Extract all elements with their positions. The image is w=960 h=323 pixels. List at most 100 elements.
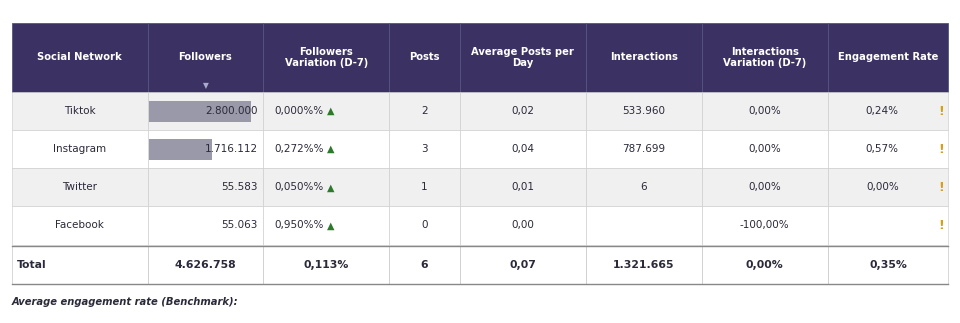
- Text: ▲: ▲: [327, 144, 335, 154]
- Bar: [702, 206, 828, 245]
- Text: Average engagement rate (Benchmark):: Average engagement rate (Benchmark):: [12, 297, 238, 307]
- Text: Interactions
Variation (D-7): Interactions Variation (D-7): [723, 47, 806, 68]
- Text: 2: 2: [421, 106, 428, 116]
- Text: 6: 6: [640, 182, 647, 192]
- Text: 0,00%: 0,00%: [746, 260, 783, 270]
- Text: 0,02: 0,02: [512, 106, 535, 116]
- Text: 55.583: 55.583: [221, 182, 257, 192]
- Bar: [12, 206, 148, 245]
- Bar: [390, 130, 460, 168]
- Text: 2.800.000: 2.800.000: [205, 106, 257, 116]
- Text: 4.626.758: 4.626.758: [175, 260, 236, 270]
- Bar: [12, 246, 148, 284]
- Text: !: !: [938, 105, 944, 118]
- Bar: [150, 139, 212, 160]
- Bar: [586, 23, 702, 92]
- Bar: [460, 23, 586, 92]
- Bar: [263, 23, 390, 92]
- Bar: [702, 168, 828, 206]
- Text: 0,00%: 0,00%: [748, 106, 781, 116]
- Text: 0,050%%: 0,050%%: [275, 182, 324, 192]
- Text: Interactions: Interactions: [610, 52, 678, 62]
- Bar: [702, 246, 828, 284]
- Bar: [150, 101, 252, 121]
- Bar: [828, 130, 948, 168]
- Text: Followers: Followers: [179, 52, 232, 62]
- Text: ▲: ▲: [327, 182, 335, 192]
- Text: ▲: ▲: [327, 106, 335, 116]
- Text: 0,00%: 0,00%: [748, 182, 781, 192]
- Text: 0,00: 0,00: [512, 221, 535, 230]
- Bar: [702, 92, 828, 130]
- Text: 0,57%: 0,57%: [866, 144, 899, 154]
- Bar: [148, 92, 263, 130]
- Bar: [148, 246, 263, 284]
- Text: 3: 3: [421, 144, 428, 154]
- Text: ▼: ▼: [203, 81, 208, 89]
- Bar: [828, 206, 948, 245]
- Text: 0,07: 0,07: [510, 260, 537, 270]
- Bar: [390, 246, 460, 284]
- Text: Twitter: Twitter: [62, 182, 97, 192]
- Bar: [460, 246, 586, 284]
- Bar: [12, 130, 148, 168]
- Text: Instagram: Instagram: [53, 144, 107, 154]
- Text: 1: 1: [421, 182, 428, 192]
- Bar: [586, 168, 702, 206]
- Bar: [390, 23, 460, 92]
- Bar: [148, 168, 263, 206]
- Bar: [460, 92, 586, 130]
- Text: Total: Total: [17, 260, 47, 270]
- Bar: [12, 23, 148, 92]
- Text: 0: 0: [421, 221, 428, 230]
- Bar: [148, 130, 263, 168]
- Text: 0,950%%: 0,950%%: [275, 221, 324, 230]
- Text: !: !: [938, 181, 944, 194]
- Bar: [263, 246, 390, 284]
- Bar: [828, 23, 948, 92]
- Text: 1.716.112: 1.716.112: [204, 144, 257, 154]
- Text: 0,00%: 0,00%: [748, 144, 781, 154]
- Text: 0,24%: 0,24%: [866, 106, 899, 116]
- Bar: [586, 246, 702, 284]
- Text: Tiktok: Tiktok: [63, 106, 95, 116]
- Bar: [390, 92, 460, 130]
- Text: !: !: [938, 219, 944, 232]
- Text: 787.699: 787.699: [622, 144, 665, 154]
- Text: 1.321.665: 1.321.665: [613, 260, 675, 270]
- Bar: [263, 168, 390, 206]
- Bar: [586, 92, 702, 130]
- Bar: [828, 246, 948, 284]
- Text: 0,04: 0,04: [512, 144, 535, 154]
- Bar: [586, 130, 702, 168]
- Bar: [390, 206, 460, 245]
- Text: 0,113%: 0,113%: [303, 260, 349, 270]
- Bar: [460, 206, 586, 245]
- Bar: [828, 168, 948, 206]
- Text: 0,01: 0,01: [512, 182, 535, 192]
- Bar: [586, 206, 702, 245]
- Text: 0,35%: 0,35%: [869, 260, 907, 270]
- Bar: [263, 130, 390, 168]
- Text: Followers
Variation (D-7): Followers Variation (D-7): [285, 47, 368, 68]
- Text: -100,00%: -100,00%: [740, 221, 789, 230]
- Bar: [828, 92, 948, 130]
- Bar: [148, 23, 263, 92]
- Bar: [702, 130, 828, 168]
- Bar: [263, 92, 390, 130]
- Text: 55.063: 55.063: [221, 221, 257, 230]
- Text: Social Network: Social Network: [37, 52, 122, 62]
- Text: 6: 6: [420, 260, 428, 270]
- Text: 0,00%: 0,00%: [866, 182, 899, 192]
- Bar: [460, 168, 586, 206]
- Text: Facebook: Facebook: [55, 221, 104, 230]
- Text: Engagement Rate: Engagement Rate: [838, 52, 938, 62]
- Bar: [702, 23, 828, 92]
- Text: 0,000%%: 0,000%%: [275, 106, 324, 116]
- Bar: [148, 206, 263, 245]
- Text: Posts: Posts: [409, 52, 440, 62]
- Text: !: !: [938, 143, 944, 156]
- Text: 533.960: 533.960: [622, 106, 665, 116]
- Bar: [263, 206, 390, 245]
- Bar: [12, 168, 148, 206]
